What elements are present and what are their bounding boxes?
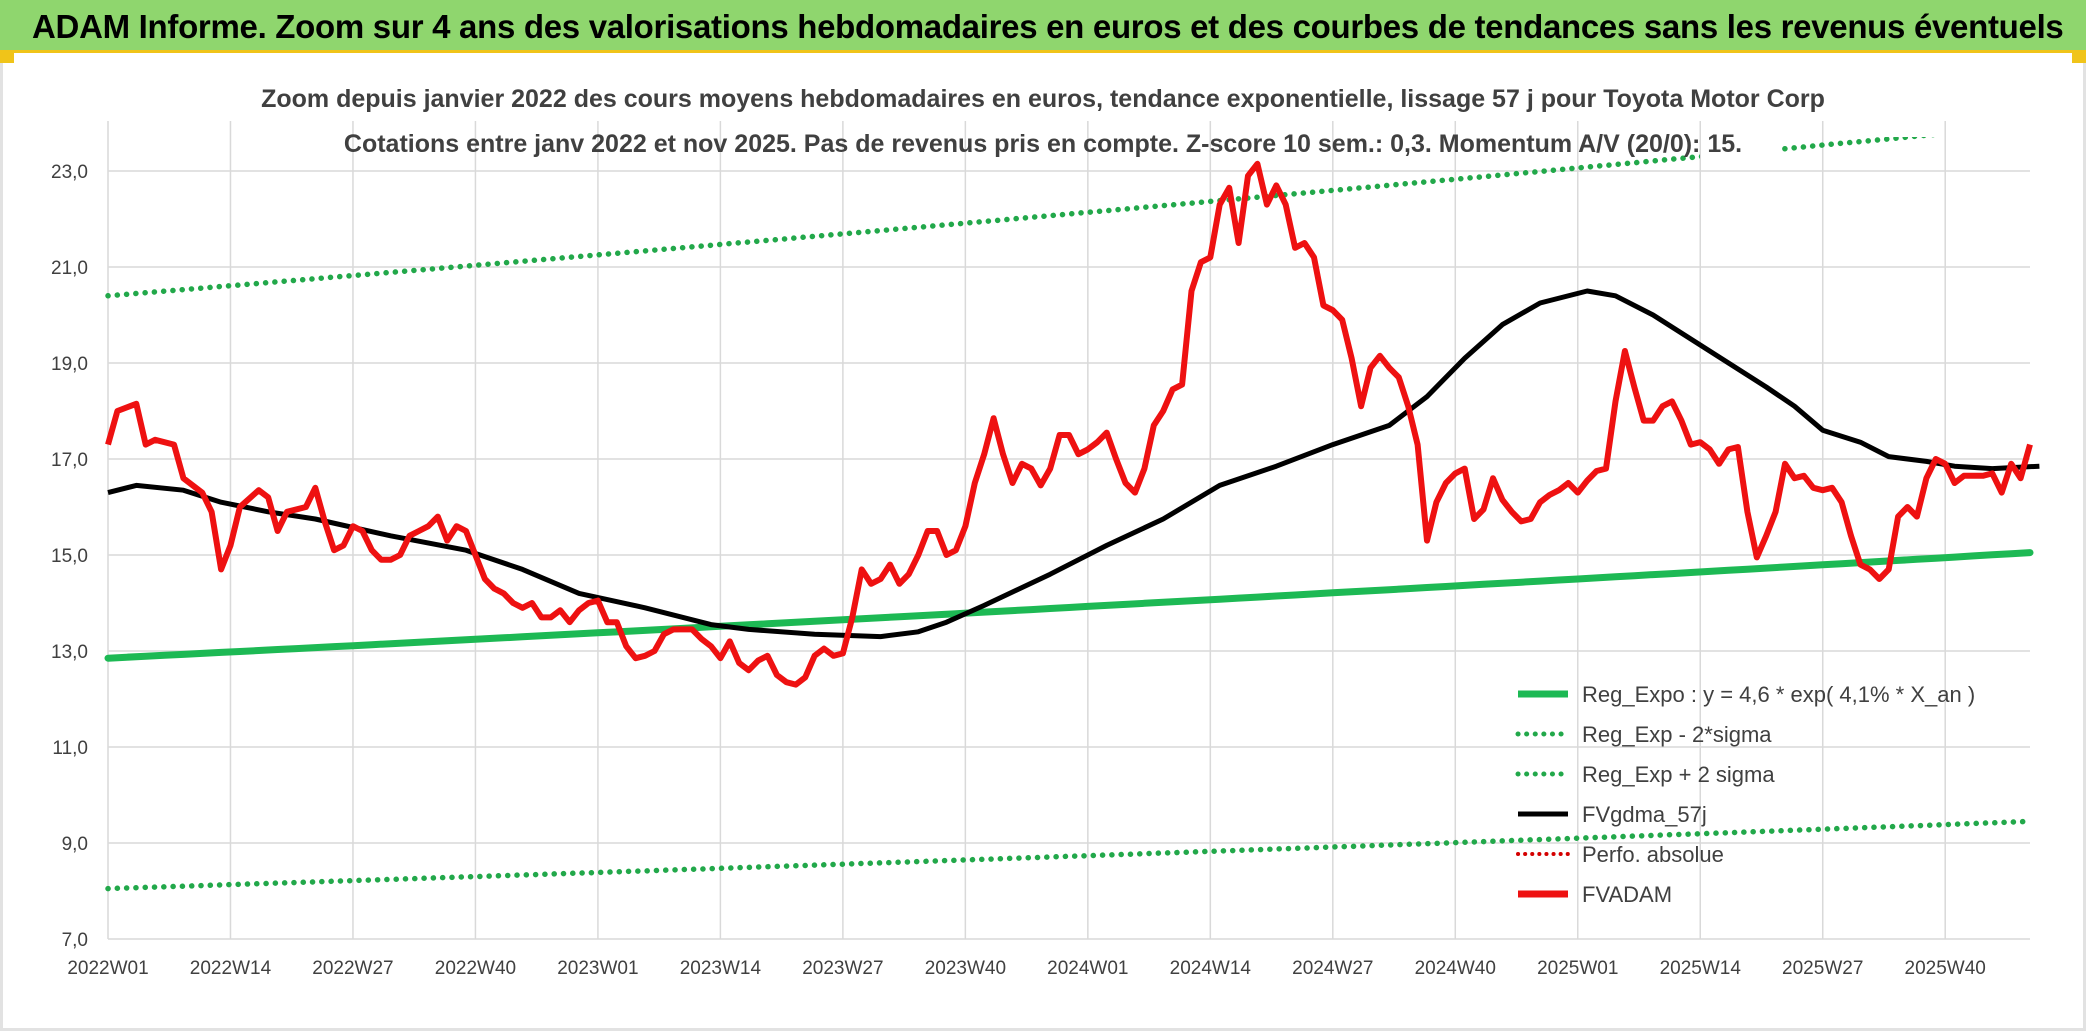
gridlines xyxy=(107,121,2030,940)
y-tick-label: 11,0 xyxy=(52,738,88,759)
x-tick-label: 2022W40 xyxy=(435,958,516,979)
legend-label-reg-expo: Reg_Expo : y = 4,6 * exp( 4,1% * X_an ) xyxy=(1582,682,1975,707)
y-tick-label: 21,0 xyxy=(51,258,88,279)
x-tick-label: 2025W27 xyxy=(1782,958,1863,979)
x-tick-label: 2022W14 xyxy=(190,958,272,979)
y-tick-label: 23,0 xyxy=(51,162,88,183)
x-tick-label: 2023W14 xyxy=(680,958,762,979)
y-tick-label: 7,0 xyxy=(62,930,88,951)
x-tick-label: 2023W01 xyxy=(557,958,638,979)
series-reg-exp-minus-2-sigma xyxy=(105,818,2033,892)
x-tick-label: 2025W01 xyxy=(1537,958,1618,979)
series-fvgdma-57j xyxy=(107,288,2040,640)
y-axis-ticks: 7,0 9,0 11,0 13,0 15,0 17,0 19,0 21,0 23,0 xyxy=(51,162,88,951)
y-tick-label: 15,0 xyxy=(51,546,88,567)
legend-label-fvgdma: FVgdma_57j xyxy=(1582,802,1707,827)
series-reg-expo xyxy=(104,549,2034,662)
x-axis-ticks: 2022W01 2022W14 2022W27 2022W40 2023W01 2023W… xyxy=(67,958,1986,979)
banner-corner-left xyxy=(0,53,14,63)
y-tick-label: 19,0 xyxy=(51,354,88,375)
y-tick-label: 9,0 xyxy=(62,834,88,855)
banner-corner-right xyxy=(2072,53,2086,63)
legend-label-fvadam: FVADAM xyxy=(1582,882,1672,907)
x-tick-label: 2023W27 xyxy=(802,958,883,979)
x-tick-label: 2022W01 xyxy=(67,958,148,979)
x-tick-label: 2023W40 xyxy=(925,958,1006,979)
x-tick-label: 2024W14 xyxy=(1170,958,1252,979)
x-tick-label: 2024W40 xyxy=(1415,958,1496,979)
y-tick-label: 13,0 xyxy=(51,642,88,663)
legend-label-perfo: Perfo. absolue xyxy=(1582,842,1724,867)
report-banner: ADAM Informe. Zoom sur 4 ans des valoris… xyxy=(0,0,2086,53)
x-tick-label: 2024W27 xyxy=(1292,958,1373,979)
chart-title-line-1: Zoom depuis janvier 2022 des cours moyen… xyxy=(261,85,1825,113)
legend-label-reg-plus: Reg_Exp + 2 sigma xyxy=(1582,762,1775,787)
chart-title-line-2: Cotations entre janv 2022 et nov 2025. P… xyxy=(344,130,1742,158)
x-tick-label: 2024W01 xyxy=(1047,958,1128,979)
x-tick-label: 2022W27 xyxy=(312,958,393,979)
y-tick-label: 17,0 xyxy=(51,450,88,471)
report-title: ADAM Informe. Zoom sur 4 ans des valoris… xyxy=(32,8,2064,45)
x-tick-label: 2025W14 xyxy=(1660,958,1742,979)
legend-label-reg-minus: Reg_Exp - 2*sigma xyxy=(1582,722,1772,747)
x-tick-label: 2025W40 xyxy=(1905,958,1986,979)
chart-legend: Reg_Expo : y = 4,6 * exp( 4,1% * X_an ) … xyxy=(1515,682,1975,907)
series-fvadam xyxy=(105,160,2033,688)
